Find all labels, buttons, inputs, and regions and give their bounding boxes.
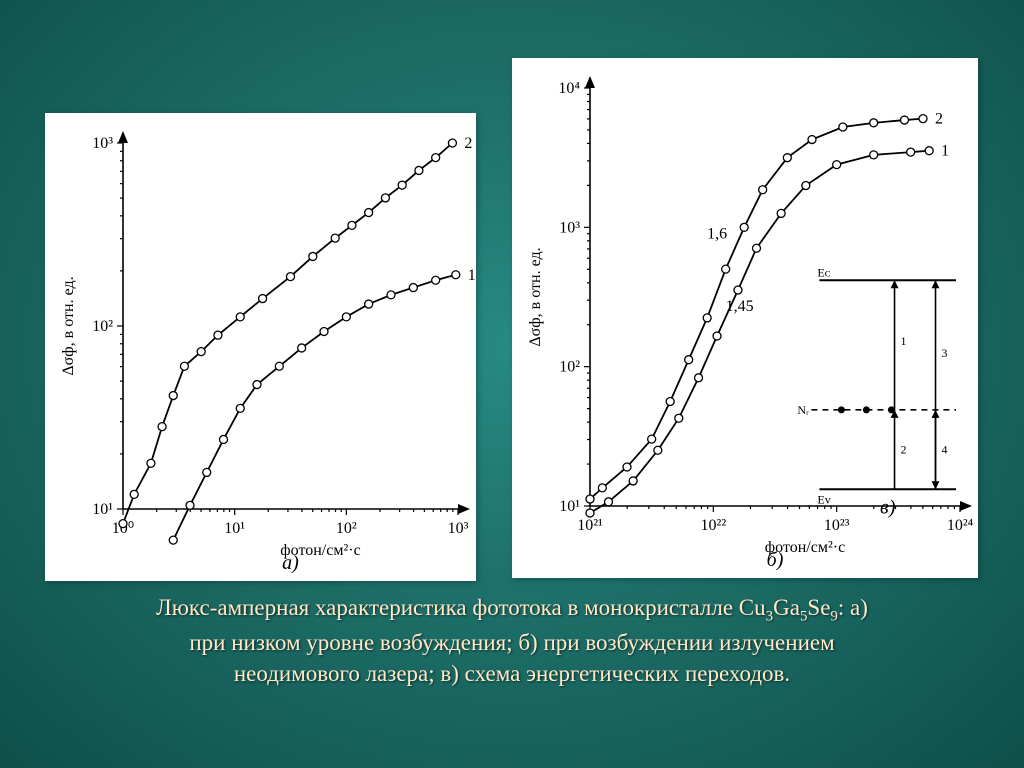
svg-text:Eᴠ: Eᴠ: [817, 492, 830, 506]
svg-text:1,45: 1,45: [726, 298, 754, 315]
svg-text:10¹: 10¹: [559, 498, 580, 515]
svg-text:10²⁴: 10²⁴: [947, 517, 974, 534]
svg-text:10⁴: 10⁴: [558, 80, 580, 97]
svg-text:в): в): [880, 496, 896, 518]
svg-text:10²: 10²: [92, 318, 113, 335]
svg-text:10³: 10³: [559, 219, 580, 236]
svg-text:4: 4: [942, 443, 948, 457]
svg-text:Eᴄ: Eᴄ: [817, 265, 830, 279]
svg-text:Δσф, в отн. ед.: Δσф, в отн. ед.: [527, 247, 544, 346]
svg-text:а): а): [282, 552, 299, 574]
caption-line-3: неодимового лазера; в) схема энергетичес…: [234, 661, 790, 686]
svg-text:Δσф, в отн. ед.: Δσф, в отн. ед.: [60, 276, 77, 375]
svg-text:10¹: 10¹: [92, 501, 113, 518]
svg-text:2: 2: [935, 111, 943, 128]
figure-caption: Люкс-амперная характеристика фототока в …: [0, 592, 1024, 689]
svg-text:3: 3: [942, 346, 948, 360]
svg-text:Nᵣ: Nᵣ: [797, 403, 809, 417]
svg-text:10¹: 10¹: [224, 520, 245, 537]
svg-text:10²: 10²: [336, 520, 357, 537]
svg-text:10³: 10³: [92, 135, 113, 152]
svg-text:10²³: 10²³: [824, 517, 850, 534]
svg-text:10³: 10³: [448, 520, 469, 537]
chart-panel: 10⁰10¹10²10³10¹10²10³фотон/см²·сΔσф, в о…: [45, 113, 476, 581]
svg-text:10²²: 10²²: [701, 517, 727, 534]
svg-text:2: 2: [464, 135, 472, 152]
svg-text:1,6: 1,6: [707, 225, 727, 242]
caption-line-1: Люкс-амперная характеристика фототока в …: [156, 595, 868, 620]
svg-text:2: 2: [901, 443, 907, 457]
chart-panel: 10²¹10²²10²³10²⁴10¹10²10³10⁴фотон/см²·сΔ…: [512, 58, 978, 578]
caption-line-2: при низком уровне возбуждения; б) при во…: [189, 630, 834, 655]
svg-text:1: 1: [901, 334, 907, 348]
svg-text:б): б): [767, 549, 784, 571]
svg-text:10²: 10²: [559, 359, 580, 376]
svg-text:1: 1: [941, 143, 949, 160]
svg-text:1: 1: [468, 267, 476, 284]
svg-text:10²¹: 10²¹: [577, 517, 603, 534]
